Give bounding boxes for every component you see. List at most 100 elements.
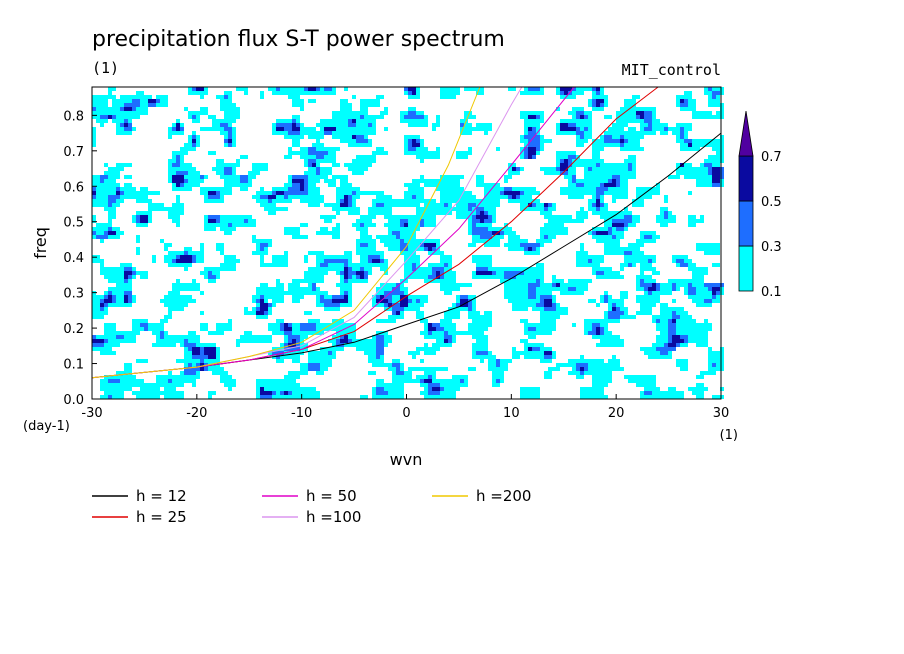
contour-cell <box>616 171 620 175</box>
contour-cell <box>612 131 616 135</box>
contour-cell <box>460 119 464 123</box>
contour-cell <box>472 239 476 243</box>
contour-cell <box>672 175 676 179</box>
contour-cell <box>556 123 560 127</box>
contour-cell <box>404 375 408 379</box>
contour-cell <box>716 287 720 291</box>
contour-cell <box>676 327 680 331</box>
contour-cell <box>720 159 724 163</box>
contour-cell <box>540 263 544 267</box>
contour-cell <box>584 323 588 327</box>
contour-cell <box>584 279 588 283</box>
contour-cell <box>596 211 600 215</box>
contour-cell <box>464 203 468 207</box>
contour-cell <box>592 199 596 203</box>
contour-cell <box>240 187 244 191</box>
contour-cell <box>196 255 200 259</box>
contour-cell <box>372 359 376 363</box>
contour-cell <box>204 199 208 203</box>
contour-cell <box>200 175 204 179</box>
contour-cell <box>344 163 348 167</box>
contour-cell <box>612 315 616 319</box>
contour-cell <box>424 335 428 339</box>
contour-cell <box>256 243 260 247</box>
contour-cell <box>320 151 324 155</box>
contour-cell <box>468 131 472 135</box>
contour-cell <box>580 131 584 135</box>
contour-cell <box>192 287 196 291</box>
contour-cell <box>704 291 708 295</box>
contour-cell <box>472 115 476 119</box>
contour-cell <box>592 87 596 91</box>
contour-cell <box>408 367 412 371</box>
contour-cell <box>616 243 620 247</box>
contour-cell <box>108 339 112 343</box>
contour-cell <box>256 167 260 171</box>
contour-cell <box>336 211 340 215</box>
contour-cell <box>556 107 560 111</box>
contour-cell <box>508 227 512 231</box>
contour-cell <box>492 199 496 203</box>
contour-cell <box>468 243 472 247</box>
contour-cell <box>352 163 356 167</box>
contour-cell <box>172 335 176 339</box>
contour-cell <box>216 127 220 131</box>
contour-cell <box>632 163 636 167</box>
contour-cell <box>468 211 472 215</box>
contour-cell <box>120 199 124 203</box>
contour-cell <box>208 359 212 363</box>
contour-cell <box>528 243 532 247</box>
contour-cell <box>368 139 372 143</box>
contour-cell <box>296 283 300 287</box>
contour-cell <box>144 223 148 227</box>
contour-cell <box>456 215 460 219</box>
contour-cell <box>412 107 416 111</box>
contour-cell <box>284 263 288 267</box>
contour-cell <box>652 115 656 119</box>
contour-cell <box>220 107 224 111</box>
contour-cell <box>520 195 524 199</box>
contour-cell <box>404 247 408 251</box>
contour-cell <box>656 347 660 351</box>
contour-cell <box>456 151 460 155</box>
contour-cell <box>608 303 612 307</box>
contour-cell <box>712 287 716 291</box>
contour-cell <box>124 183 128 187</box>
contour-cell <box>488 367 492 371</box>
contour-cell <box>640 307 644 311</box>
contour-cell <box>252 339 256 343</box>
contour-cell <box>704 299 708 303</box>
contour-cell <box>524 339 528 343</box>
contour-cell <box>644 123 648 127</box>
contour-cell <box>572 151 576 155</box>
contour-cell <box>684 335 688 339</box>
contour-cell <box>396 199 400 203</box>
contour-cell <box>664 195 668 199</box>
contour-cell <box>704 331 708 335</box>
contour-cell <box>296 151 300 155</box>
contour-cell <box>116 127 120 131</box>
contour-cell <box>300 295 304 299</box>
contour-cell <box>396 231 400 235</box>
contour-cell <box>328 355 332 359</box>
contour-cell <box>492 271 496 275</box>
contour-cell <box>264 287 268 291</box>
contour-cell <box>564 191 568 195</box>
contour-cell <box>692 275 696 279</box>
contour-cell <box>548 295 552 299</box>
contour-cell <box>444 287 448 291</box>
contour-cell <box>388 335 392 339</box>
contour-cell <box>720 183 724 187</box>
contour-cell <box>284 335 288 339</box>
contour-cell <box>160 339 164 343</box>
contour-cell <box>576 119 580 123</box>
contour-cell <box>472 87 476 91</box>
contour-cell <box>320 91 324 95</box>
contour-cell <box>520 299 524 303</box>
contour-cell <box>128 95 132 99</box>
contour-cell <box>544 283 548 287</box>
contour-cell <box>632 243 636 247</box>
contour-cell <box>624 171 628 175</box>
contour-cell <box>104 203 108 207</box>
contour-cell <box>588 331 592 335</box>
